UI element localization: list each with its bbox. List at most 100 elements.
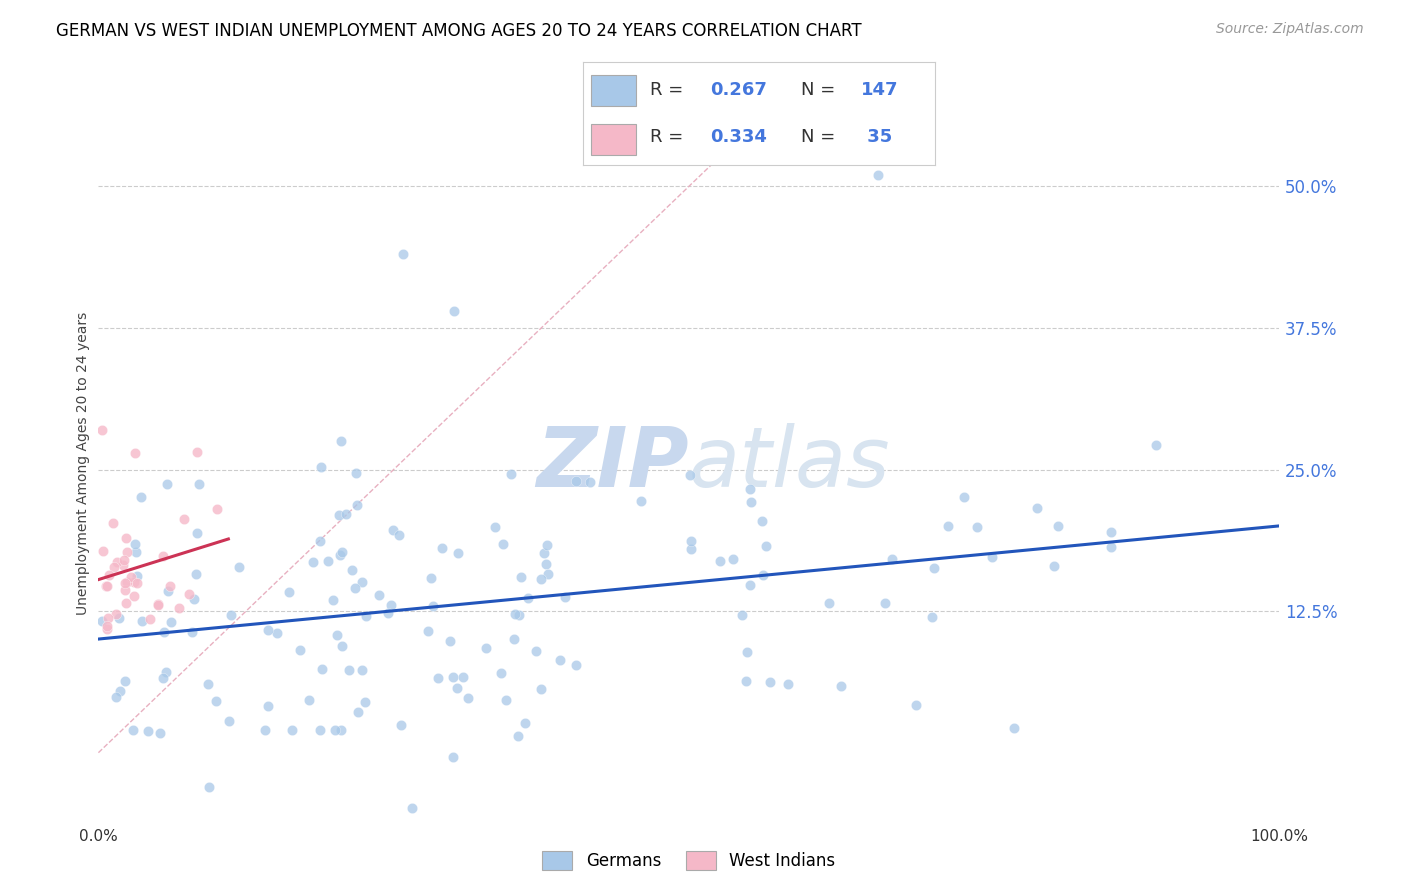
Point (536, 538, 558, 552)
Point (738, 482, 761, 496)
Point (502, 632, 524, 647)
Point (114, 575, 136, 590)
Point (509, 570, 531, 584)
Point (354, 608, 377, 623)
Point (443, 304, 465, 318)
Point (679, 534, 702, 549)
Point (311, 662, 333, 676)
Point (534, 558, 557, 572)
Point (114, 582, 136, 597)
Point (868, 168, 890, 182)
Point (288, 643, 311, 657)
Point (256, 699, 278, 714)
Point (329, 548, 352, 562)
Point (752, 568, 775, 582)
Point (337, 663, 360, 677)
Point (344, 466, 367, 480)
Point (159, 579, 181, 593)
Text: R =: R = (650, 128, 689, 146)
Point (153, 625, 176, 640)
Point (1026, 500, 1049, 515)
Point (330, 723, 353, 737)
Point (936, 519, 959, 533)
Point (146, 598, 169, 612)
Point (122, 723, 145, 737)
Point (344, 581, 367, 595)
Point (354, 695, 377, 709)
Point (253, 723, 276, 737)
Point (368, 588, 391, 602)
Point (679, 542, 702, 557)
Legend: Germans, West Indians: Germans, West Indians (536, 844, 842, 877)
Point (309, 459, 332, 474)
Point (152, 672, 174, 686)
Point (630, 494, 652, 508)
Point (322, 592, 344, 607)
Point (731, 607, 754, 622)
Point (205, 694, 228, 708)
Point (105, 555, 128, 569)
Point (1002, 721, 1025, 735)
Point (160, 615, 183, 630)
Point (103, 559, 125, 574)
Point (392, 247, 415, 261)
Point (475, 641, 498, 656)
Point (350, 663, 373, 677)
Point (505, 822, 527, 837)
Point (508, 608, 530, 623)
Point (1146, 438, 1168, 452)
Point (91, 544, 114, 558)
Point (323, 723, 346, 737)
Point (451, 670, 474, 684)
Point (439, 633, 461, 648)
Point (533, 546, 555, 560)
Point (1047, 519, 1070, 533)
Text: Source: ZipAtlas.com: Source: ZipAtlas.com (1216, 22, 1364, 37)
Point (416, 624, 439, 638)
Point (309, 723, 332, 737)
Point (554, 590, 576, 604)
Point (186, 526, 208, 541)
Point (377, 606, 399, 620)
Point (104, 690, 127, 705)
Point (186, 567, 208, 582)
Point (380, 598, 402, 612)
Point (515, 715, 537, 730)
Point (776, 676, 799, 690)
Point (457, 691, 479, 706)
Point (548, 653, 571, 667)
Point (149, 725, 172, 739)
Point (218, 714, 240, 728)
Point (96, 579, 118, 593)
Point (818, 596, 841, 610)
Point (110, 683, 132, 698)
Point (953, 490, 976, 504)
Point (330, 434, 353, 449)
Point (136, 724, 159, 739)
Text: R =: R = (650, 81, 689, 99)
Point (277, 585, 299, 599)
Text: GERMAN VS WEST INDIAN UNEMPLOYMENT AMONG AGES 20 TO 24 YEARS CORRELATION CHART: GERMAN VS WEST INDIAN UNEMPLOYMENT AMONG… (56, 22, 862, 40)
Point (830, 679, 852, 693)
Point (738, 578, 761, 592)
Point (97, 567, 120, 582)
Point (537, 566, 560, 581)
Point (157, 584, 180, 599)
Point (91, 423, 114, 437)
Point (111, 558, 134, 572)
Point (281, 723, 304, 737)
Point (484, 519, 506, 533)
Point (115, 545, 138, 559)
Text: 0.334: 0.334 (710, 128, 766, 146)
Point (115, 575, 138, 590)
Point (352, 574, 374, 589)
Point (105, 607, 128, 622)
Point (924, 560, 946, 574)
Text: N =: N = (801, 128, 841, 146)
Point (156, 476, 179, 491)
Point (740, 495, 762, 509)
Point (1043, 559, 1066, 574)
Point (302, 555, 325, 569)
Point (309, 534, 332, 549)
Point (120, 570, 142, 584)
